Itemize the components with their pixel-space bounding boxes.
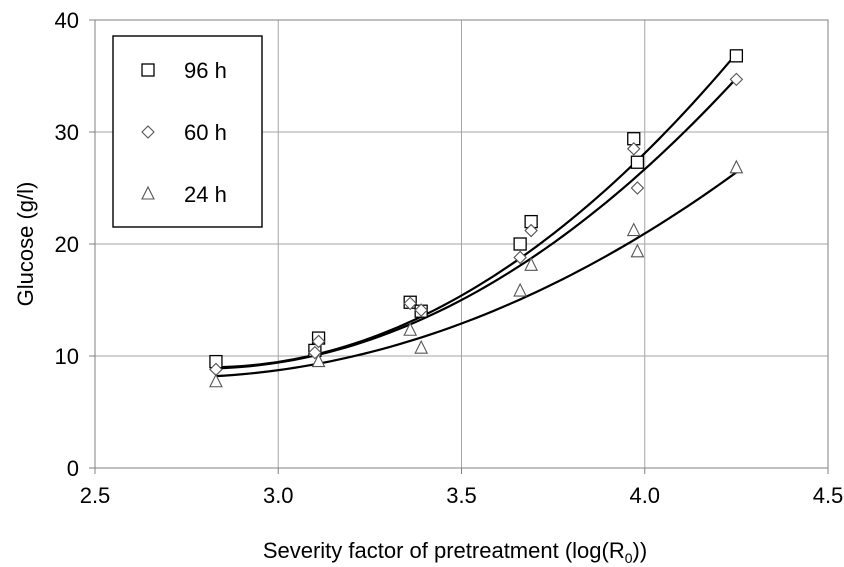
legend-label: 96 h xyxy=(184,58,227,83)
x-tick-label: 4.5 xyxy=(813,483,844,508)
legend: 96 h 60 h 24 h xyxy=(112,35,263,228)
x-axis-title-main: Severity factor of pretreatment (log(R xyxy=(263,538,625,563)
data-point xyxy=(414,303,428,317)
plot-frame xyxy=(94,19,829,469)
legend-label: 24 h xyxy=(184,182,227,207)
legend-marker-60h xyxy=(141,125,155,139)
data-point xyxy=(729,159,744,174)
data-point xyxy=(626,142,641,156)
y-tick-label: 0 xyxy=(67,456,79,481)
y-tick-labels: 0 10 20 30 40 xyxy=(55,8,79,481)
x-tick-label: 4.0 xyxy=(629,483,660,508)
data-point xyxy=(630,243,645,258)
data-point xyxy=(630,155,645,169)
x-tick-label: 3.0 xyxy=(263,483,294,508)
data-point xyxy=(729,49,744,63)
data-point xyxy=(403,296,417,311)
x-tick-labels: 2.5 3.0 3.5 4.0 4.5 xyxy=(80,483,844,508)
data-point xyxy=(626,222,641,237)
y-tick-label: 30 xyxy=(55,120,79,145)
data-point xyxy=(414,339,429,354)
x-axis-title-end: )) xyxy=(633,538,648,563)
data-point xyxy=(311,334,326,349)
data-point xyxy=(513,282,528,297)
fit-curve-60h xyxy=(215,77,738,370)
series-24h xyxy=(209,159,744,388)
data-point xyxy=(524,223,538,238)
y-tick-label: 40 xyxy=(55,8,79,33)
data-point xyxy=(630,181,645,195)
data-point xyxy=(513,250,527,265)
legend-marker-24h xyxy=(141,185,155,200)
data-point xyxy=(524,257,539,271)
fit-curve-96h xyxy=(215,52,738,369)
legend-box xyxy=(112,35,263,228)
y-tick-label: 20 xyxy=(55,232,79,257)
y-axis-title: Glucose (g/l) xyxy=(13,182,38,307)
series-60h xyxy=(209,72,744,377)
x-axis-title: Severity factor of pretreatment (log(R0)… xyxy=(263,538,647,566)
data-point xyxy=(729,72,744,87)
data-point xyxy=(513,237,527,251)
data-point xyxy=(311,353,326,368)
data-point xyxy=(403,322,418,336)
y-tick-label: 10 xyxy=(55,344,79,369)
fit-curves xyxy=(215,52,738,378)
data-point xyxy=(209,373,223,388)
x-tick-label: 3.5 xyxy=(446,483,477,508)
x-tick-label: 2.5 xyxy=(80,483,111,508)
fit-curve-24h xyxy=(215,171,738,378)
data-points xyxy=(209,49,744,388)
series-96h xyxy=(209,49,744,369)
x-axis-title-subscript: 0 xyxy=(625,550,633,566)
legend-label: 60 h xyxy=(184,120,227,145)
legend-marker-96h xyxy=(141,63,155,77)
